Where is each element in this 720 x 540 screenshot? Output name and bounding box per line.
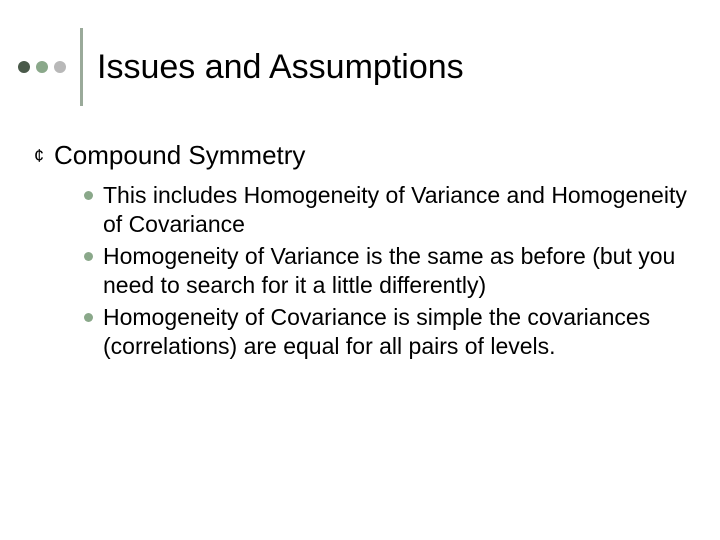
- bullet-level2: Homogeneity of Variance is the same as b…: [84, 242, 690, 301]
- bullet-level1: ¢ Compound Symmetry: [34, 140, 690, 171]
- bullet-text: Homogeneity of Covariance is simple the …: [103, 303, 690, 362]
- bullet-level2: Homogeneity of Covariance is simple the …: [84, 303, 690, 362]
- slide-title: Issues and Assumptions: [97, 48, 464, 87]
- bullet-text: This includes Homogeneity of Variance an…: [103, 181, 690, 240]
- dot-icon: [18, 61, 30, 73]
- bullet-level2: This includes Homogeneity of Variance an…: [84, 181, 690, 240]
- bullet-text: Compound Symmetry: [54, 140, 305, 171]
- slide-content: ¢ Compound Symmetry This includes Homoge…: [34, 140, 690, 364]
- bullet-marker: ¢: [34, 146, 44, 167]
- decorative-dots: [18, 61, 66, 73]
- vertical-divider: [80, 28, 83, 106]
- bullet-dot-icon: [84, 252, 93, 261]
- bullet-dot-icon: [84, 191, 93, 200]
- title-row: Issues and Assumptions: [18, 28, 464, 106]
- bullet-dot-icon: [84, 313, 93, 322]
- dot-icon: [54, 61, 66, 73]
- bullet-text: Homogeneity of Variance is the same as b…: [103, 242, 690, 301]
- bullet-level2-list: This includes Homogeneity of Variance an…: [84, 181, 690, 362]
- dot-icon: [36, 61, 48, 73]
